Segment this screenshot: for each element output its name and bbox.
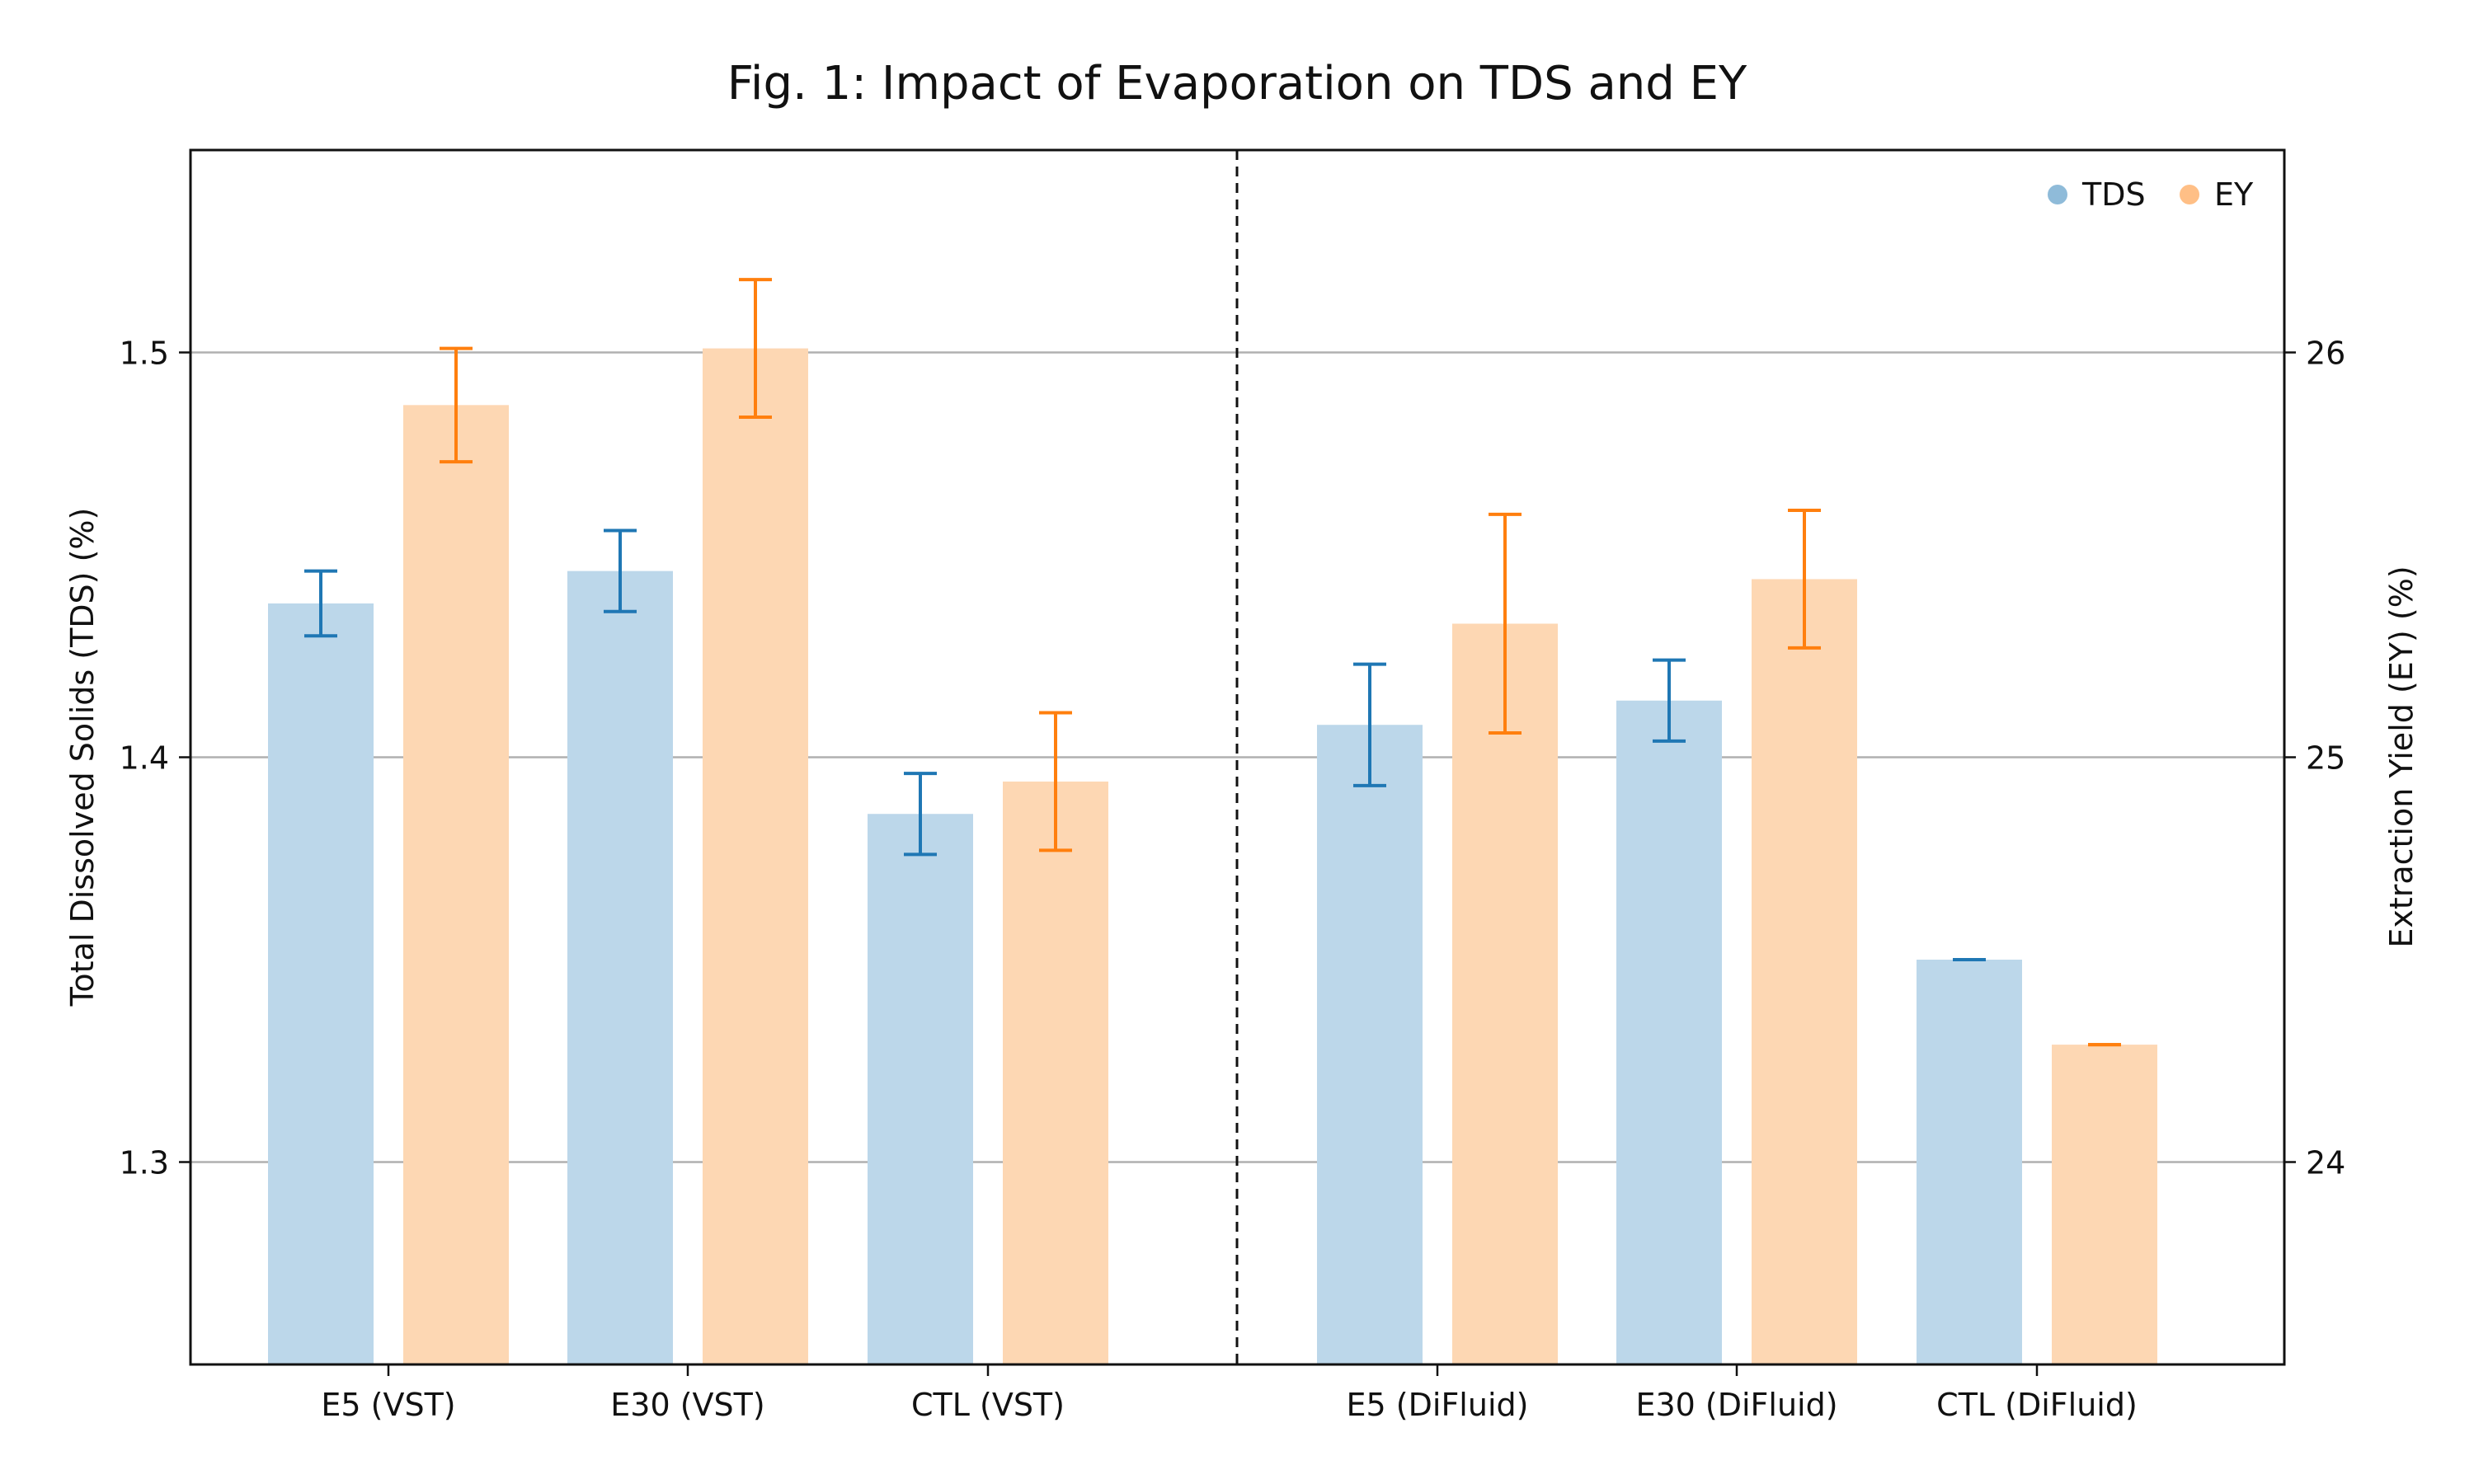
bar-tds <box>1917 960 2022 1364</box>
left-axis-ticks: 1.3 1.4 1.5 <box>120 336 190 1181</box>
x-tick-label: E5 (DiFluid) <box>1347 1387 1529 1423</box>
error-bar-ey <box>739 278 772 420</box>
error-bar-tds <box>904 772 937 857</box>
bar-ey <box>1003 781 1108 1364</box>
y-tick-label-left: 1.5 <box>120 336 169 372</box>
error-bar-ey <box>440 346 473 464</box>
bar-tds <box>1317 725 1423 1364</box>
legend-marker <box>2048 185 2067 204</box>
y-axis-label-left: Total Dissolved Solids (TDS) (%) <box>64 508 101 1007</box>
x-tick-label: CTL (DiFluid) <box>1936 1387 2138 1423</box>
legend-label: TDS <box>2081 176 2146 213</box>
x-tick-label: E30 (DiFluid) <box>1635 1387 1837 1423</box>
y-tick-label-right: 25 <box>2306 740 2345 777</box>
error-bar-tds <box>1353 662 1386 787</box>
bars <box>268 348 2157 1365</box>
bar-ey <box>1752 579 1857 1364</box>
x-tick-label: E5 (VST) <box>321 1387 455 1423</box>
y-tick-label-right: 26 <box>2306 336 2345 372</box>
bar-tds <box>567 571 673 1364</box>
error-bar-ey <box>1489 512 1522 735</box>
legend-label: EY <box>2214 176 2254 213</box>
bar-ey <box>1452 623 1558 1364</box>
error-bar-tds <box>304 569 337 638</box>
error-bar-ey <box>1788 508 1821 650</box>
legend-item-tds: TDS <box>2048 176 2146 213</box>
error-bars <box>304 278 2121 1047</box>
bar-tds <box>1616 700 1722 1364</box>
y-tick-label-right: 24 <box>2306 1145 2345 1181</box>
y-axis-label-right: Extraction Yield (EY) (%) <box>2383 566 2420 947</box>
y-tick-label-left: 1.4 <box>120 740 169 777</box>
x-axis-ticks: E5 (VST) E30 (VST) CTL (VST) E5 (DiFluid) E3… <box>321 1364 2138 1423</box>
bar-tds <box>268 603 374 1364</box>
bar-ey <box>2052 1045 2157 1364</box>
error-bar-ey <box>1039 711 1072 852</box>
legend: TDS EY <box>2048 176 2254 213</box>
x-tick-label: E30 (VST) <box>610 1387 764 1423</box>
bar-ey <box>703 348 808 1365</box>
y-tick-label-left: 1.3 <box>120 1145 169 1181</box>
right-axis-ticks: 24 25 26 <box>2284 336 2345 1181</box>
error-bar-tds <box>604 528 637 613</box>
x-tick-label: CTL (VST) <box>911 1387 1065 1423</box>
bar-ey <box>403 405 509 1365</box>
error-bar-tds <box>1653 658 1686 743</box>
legend-item-ey: EY <box>2180 176 2254 213</box>
bar-tds <box>868 814 973 1364</box>
chart-title: Fig. 1: Impact of Evaporation on TDS and… <box>727 57 1747 110</box>
legend-marker <box>2180 185 2199 204</box>
